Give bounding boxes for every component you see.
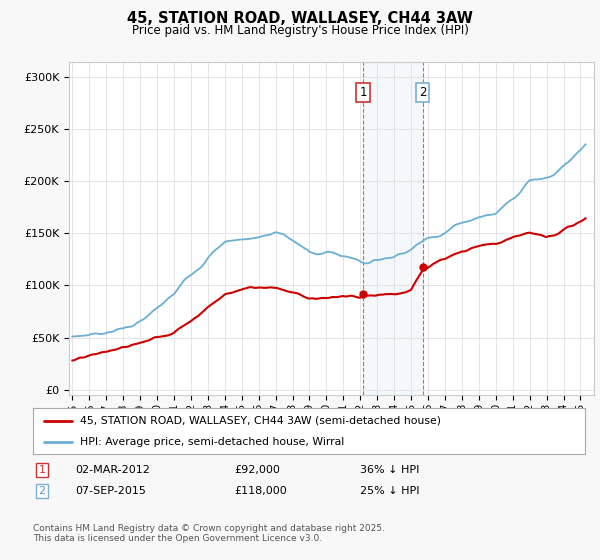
Text: 25% ↓ HPI: 25% ↓ HPI (360, 486, 419, 496)
Text: 1: 1 (359, 86, 367, 99)
Text: Price paid vs. HM Land Registry's House Price Index (HPI): Price paid vs. HM Land Registry's House … (131, 24, 469, 37)
Text: 2: 2 (38, 486, 46, 496)
Text: 45, STATION ROAD, WALLASEY, CH44 3AW (semi-detached house): 45, STATION ROAD, WALLASEY, CH44 3AW (se… (80, 416, 441, 426)
Text: 07-SEP-2015: 07-SEP-2015 (75, 486, 146, 496)
Text: 45, STATION ROAD, WALLASEY, CH44 3AW: 45, STATION ROAD, WALLASEY, CH44 3AW (127, 11, 473, 26)
Text: HPI: Average price, semi-detached house, Wirral: HPI: Average price, semi-detached house,… (80, 437, 344, 447)
Text: Contains HM Land Registry data © Crown copyright and database right 2025.
This d: Contains HM Land Registry data © Crown c… (33, 524, 385, 543)
Text: £92,000: £92,000 (234, 465, 280, 475)
Text: £118,000: £118,000 (234, 486, 287, 496)
Text: 2: 2 (419, 86, 427, 99)
Text: 36% ↓ HPI: 36% ↓ HPI (360, 465, 419, 475)
Bar (363, 62, 423, 395)
Text: 1: 1 (38, 465, 46, 475)
Text: 02-MAR-2012: 02-MAR-2012 (75, 465, 150, 475)
